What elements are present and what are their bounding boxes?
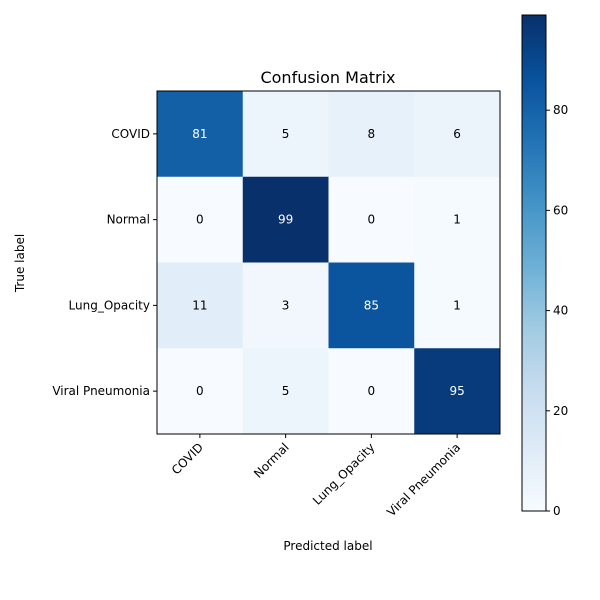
matrix-cell: [328, 91, 415, 178]
y-tick-label: COVID: [111, 127, 150, 141]
chart-title: Confusion Matrix: [260, 68, 395, 87]
cell-value-label: 0: [368, 384, 376, 398]
cell-value-label: 0: [368, 213, 376, 227]
matrix-cell: [414, 262, 501, 349]
matrix-cell: [157, 348, 244, 435]
matrix-cell: [328, 262, 415, 349]
cell-value-label: 85: [364, 298, 379, 312]
matrix-cell: [242, 91, 329, 178]
cell-value-label: 1: [453, 213, 461, 227]
matrix-cell: [157, 262, 244, 349]
cell-value-label: 0: [196, 213, 204, 227]
colorbar-tick-label: 20: [553, 404, 568, 418]
matrix-cell: [157, 176, 244, 263]
x-axis-ticks: COVID Normal Lung_Opacity Viral Pneumonia: [169, 434, 463, 519]
y-axis-ticks: COVID Normal Lung_Opacity Viral Pneumonia: [52, 127, 157, 398]
matrix-cell: [414, 176, 501, 263]
matrix-cell: [242, 348, 329, 435]
x-axis-label: Predicted label: [283, 539, 372, 553]
colorbar: 0 20 40 60 80: [521, 14, 568, 518]
cell-value-label: 5: [282, 127, 290, 141]
y-tick-label: Viral Pneumonia: [52, 384, 150, 398]
cell-value-label: 95: [449, 384, 464, 398]
x-tick-label: Normal: [251, 440, 292, 481]
colorbar-tick-label: 40: [553, 304, 568, 318]
matrix-cell: [242, 176, 329, 263]
x-tick-label: Lung_Opacity: [310, 440, 378, 508]
colorbar-tick-label: 60: [553, 203, 568, 217]
matrix-frame: [156, 90, 501, 435]
matrix-cell: [328, 348, 415, 435]
cell-value-label: 0: [196, 384, 204, 398]
cell-value-label: 81: [192, 127, 207, 141]
cell-value-label: 11: [192, 298, 207, 312]
cell-value-label: 8: [368, 127, 376, 141]
matrix-cell: [414, 348, 501, 435]
cell-value-label: 1: [453, 298, 461, 312]
x-tick-label: COVID: [169, 440, 206, 477]
matrix-cell: [242, 262, 329, 349]
cell-value-label: 99: [278, 213, 293, 227]
matrix-cell: [414, 91, 501, 178]
y-tick-label: Lung_Opacity: [69, 298, 150, 312]
y-axis-label: True label: [13, 234, 27, 293]
colorbar-tick-label: 0: [553, 504, 561, 518]
matrix-cells: 81 5 8 60 99 0 111 3 85 10 5 0 95: [157, 91, 501, 435]
colorbar-tick-label: 80: [553, 103, 568, 117]
matrix-cell: [328, 176, 415, 263]
colorbar-gradient: [521, 14, 547, 512]
x-tick-label: Viral Pneumonia: [384, 440, 463, 519]
cell-value-label: 5: [282, 384, 290, 398]
cell-value-label: 3: [282, 298, 290, 312]
matrix-cell: [157, 91, 244, 178]
y-tick-label: Normal: [107, 213, 150, 227]
cell-value-label: 6: [453, 127, 461, 141]
